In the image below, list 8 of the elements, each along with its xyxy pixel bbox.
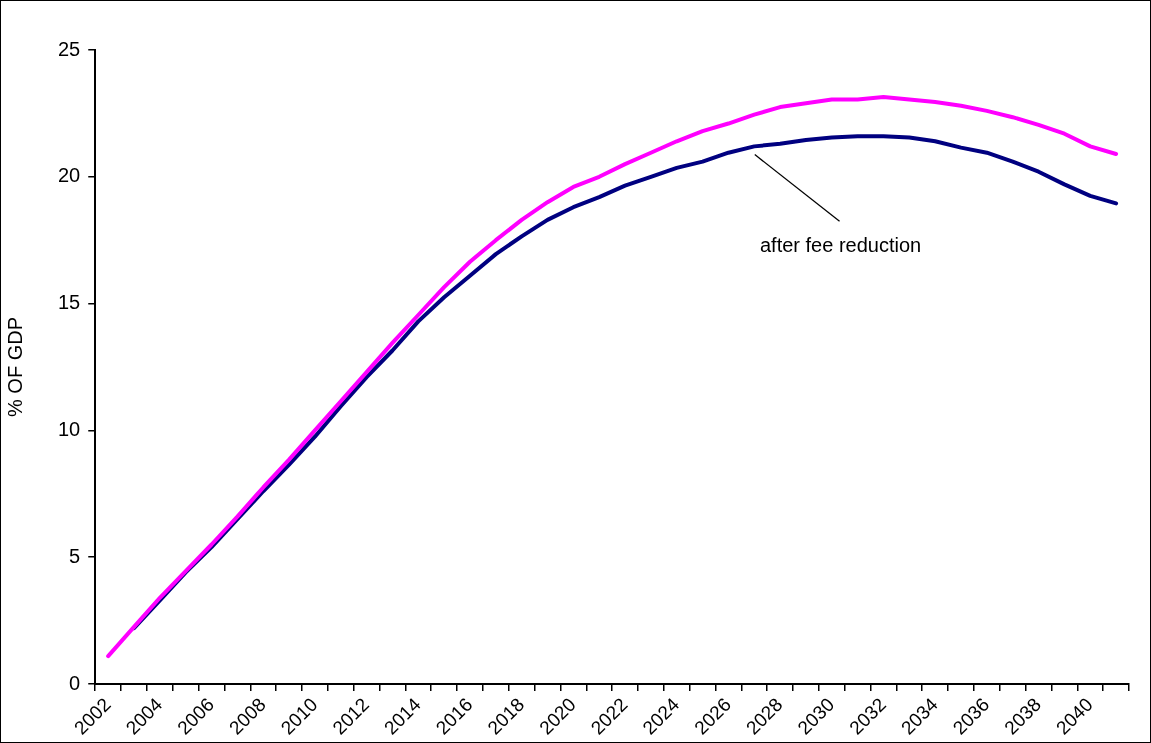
y-tick-label: 15 [58, 291, 81, 314]
y-axis-title: % OF GDP [3, 316, 26, 417]
y-tick-label: 25 [58, 37, 81, 60]
y-tick-label: 20 [58, 164, 81, 187]
y-tick-label: 10 [58, 417, 81, 440]
y-tick-label: 0 [69, 671, 81, 694]
y-tick-label: 5 [69, 544, 81, 567]
annotation: after fee reduction [759, 234, 922, 257]
